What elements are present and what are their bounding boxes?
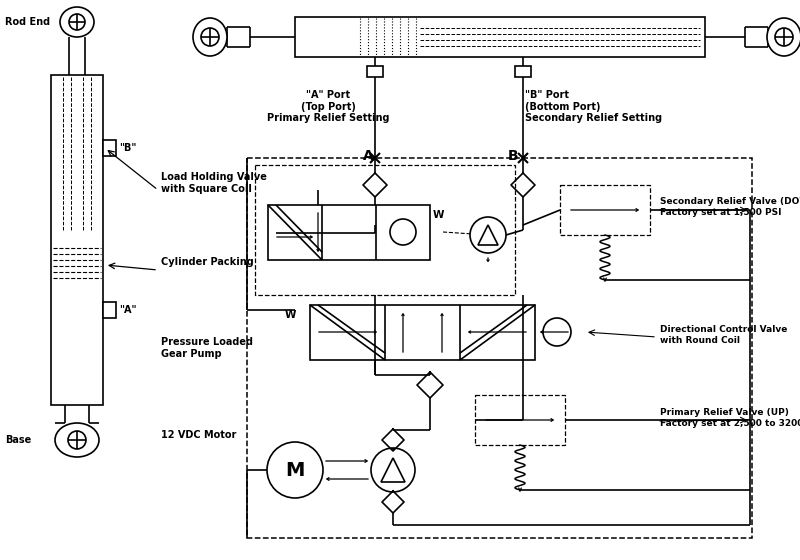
Polygon shape bbox=[478, 225, 498, 245]
Text: Load Holding Valve
with Square Coil: Load Holding Valve with Square Coil bbox=[161, 172, 267, 194]
Circle shape bbox=[68, 431, 86, 449]
Circle shape bbox=[69, 14, 85, 30]
Ellipse shape bbox=[193, 18, 227, 56]
Polygon shape bbox=[381, 458, 405, 482]
Circle shape bbox=[201, 28, 219, 46]
Bar bbox=[247, 158, 752, 538]
Bar bbox=[310, 305, 535, 360]
Text: Cylinder Packing: Cylinder Packing bbox=[161, 257, 254, 267]
Circle shape bbox=[390, 219, 416, 245]
Text: M: M bbox=[286, 460, 305, 479]
Text: W: W bbox=[433, 210, 445, 220]
Circle shape bbox=[775, 28, 793, 46]
Text: W: W bbox=[285, 310, 297, 320]
Ellipse shape bbox=[767, 18, 800, 56]
Bar bbox=[560, 185, 650, 235]
Circle shape bbox=[470, 217, 506, 253]
Bar bbox=[51, 75, 103, 405]
Text: Primary Relief Valve (UP)
Factory set at 2,500 to 3200 PSI: Primary Relief Valve (UP) Factory set at… bbox=[660, 408, 800, 428]
Text: B: B bbox=[508, 149, 518, 163]
Text: Rod End: Rod End bbox=[5, 17, 50, 27]
Text: "B": "B" bbox=[119, 143, 136, 153]
Bar bbox=[295, 17, 705, 57]
Circle shape bbox=[543, 318, 571, 346]
Text: "B" Port
(Bottom Port)
Secondary Relief Setting: "B" Port (Bottom Port) Secondary Relief … bbox=[525, 90, 662, 123]
Bar bbox=[255, 165, 515, 295]
Text: 12 VDC Motor: 12 VDC Motor bbox=[161, 430, 236, 440]
Bar bbox=[367, 66, 383, 77]
Text: Secondary Relief Valve (DOWN)
Factory set at 1,500 PSI: Secondary Relief Valve (DOWN) Factory se… bbox=[660, 197, 800, 217]
Bar bbox=[475, 395, 565, 445]
Ellipse shape bbox=[60, 7, 94, 37]
Text: Pressure Loaded
Gear Pump: Pressure Loaded Gear Pump bbox=[161, 337, 253, 359]
Ellipse shape bbox=[55, 423, 99, 457]
Text: "A" Port
(Top Port)
Primary Relief Setting: "A" Port (Top Port) Primary Relief Setti… bbox=[266, 90, 390, 123]
Text: "A": "A" bbox=[119, 305, 137, 315]
Circle shape bbox=[267, 442, 323, 498]
Circle shape bbox=[371, 448, 415, 492]
Text: A: A bbox=[362, 149, 374, 163]
Bar bbox=[268, 205, 430, 260]
Text: Base: Base bbox=[5, 435, 31, 445]
Bar bbox=[103, 140, 116, 156]
Text: Directional Control Valve
with Round Coil: Directional Control Valve with Round Coi… bbox=[660, 325, 787, 345]
Bar bbox=[103, 302, 116, 318]
Bar bbox=[515, 66, 531, 77]
